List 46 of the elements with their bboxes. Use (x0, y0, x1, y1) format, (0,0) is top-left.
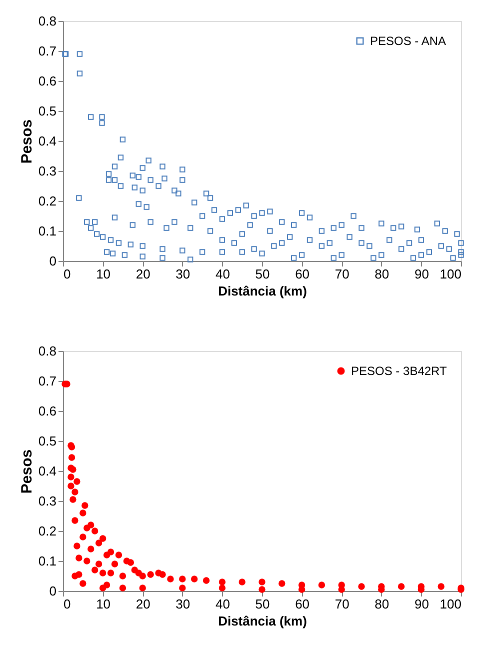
y-tick-label: 0 (49, 584, 56, 598)
x-tick-label: 30 (176, 266, 190, 282)
y-tick-label: 0 (49, 254, 56, 268)
x-tick-label: 90 (414, 596, 429, 612)
x-tick-label: 40 (215, 266, 230, 282)
y-tick-label: 0.8 (38, 14, 56, 28)
legend-label: PESOS - 3B42RT (351, 364, 448, 378)
y-tick-label: 0.4 (38, 134, 56, 148)
x-tick-label: 80 (374, 596, 390, 612)
x-tick-label: 30 (176, 596, 190, 612)
y-tick-label: 0.3 (38, 164, 56, 178)
x-tick-label: 40 (215, 596, 230, 612)
x-tick-label: 10 (96, 596, 111, 612)
x-tick-label: 100 (440, 596, 462, 612)
x-tick-label: 80 (374, 266, 390, 282)
y-tick-label: 0.2 (38, 524, 56, 538)
x-tick-label: 70 (334, 266, 350, 282)
x-tick-label: 10 (96, 266, 111, 282)
x-tick-label: 100 (440, 266, 462, 282)
x-tick-label: 70 (334, 596, 350, 612)
y-axis-title: Pesos (18, 449, 36, 494)
y-tick-label: 0.7 (38, 374, 56, 388)
x-tick-label: 50 (255, 596, 270, 612)
y-tick-label: 0.2 (38, 194, 56, 208)
y-tick-label: 0.1 (38, 224, 56, 238)
y-tick-label: 0.1 (38, 554, 56, 568)
x-tick-label: 20 (136, 596, 150, 612)
x-tick-label: 60 (295, 266, 310, 282)
y-axis-title: Pesos (18, 119, 36, 164)
legend-label: PESOS - ANA (370, 34, 446, 48)
x-tick-label: 0 (64, 596, 71, 612)
x-tick-label: 50 (255, 266, 270, 282)
x-tick-label: 20 (136, 266, 150, 282)
x-tick-label: 90 (414, 266, 429, 282)
y-tick-label: 0.5 (38, 104, 56, 118)
y-tick-label: 0.5 (38, 434, 56, 448)
x-axis-title: Distância (km) (218, 284, 307, 298)
y-tick-label: 0.8 (38, 344, 56, 358)
x-tick-label: 60 (295, 596, 310, 612)
y-tick-label: 0.6 (38, 404, 56, 418)
x-axis-title: Distância (km) (218, 614, 307, 628)
y-tick-label: 0.7 (38, 44, 56, 58)
y-tick-label: 0.4 (38, 464, 56, 478)
y-tick-label: 0.3 (38, 494, 56, 508)
y-tick-label: 0.6 (38, 74, 56, 88)
x-tick-label: 0 (64, 266, 71, 282)
